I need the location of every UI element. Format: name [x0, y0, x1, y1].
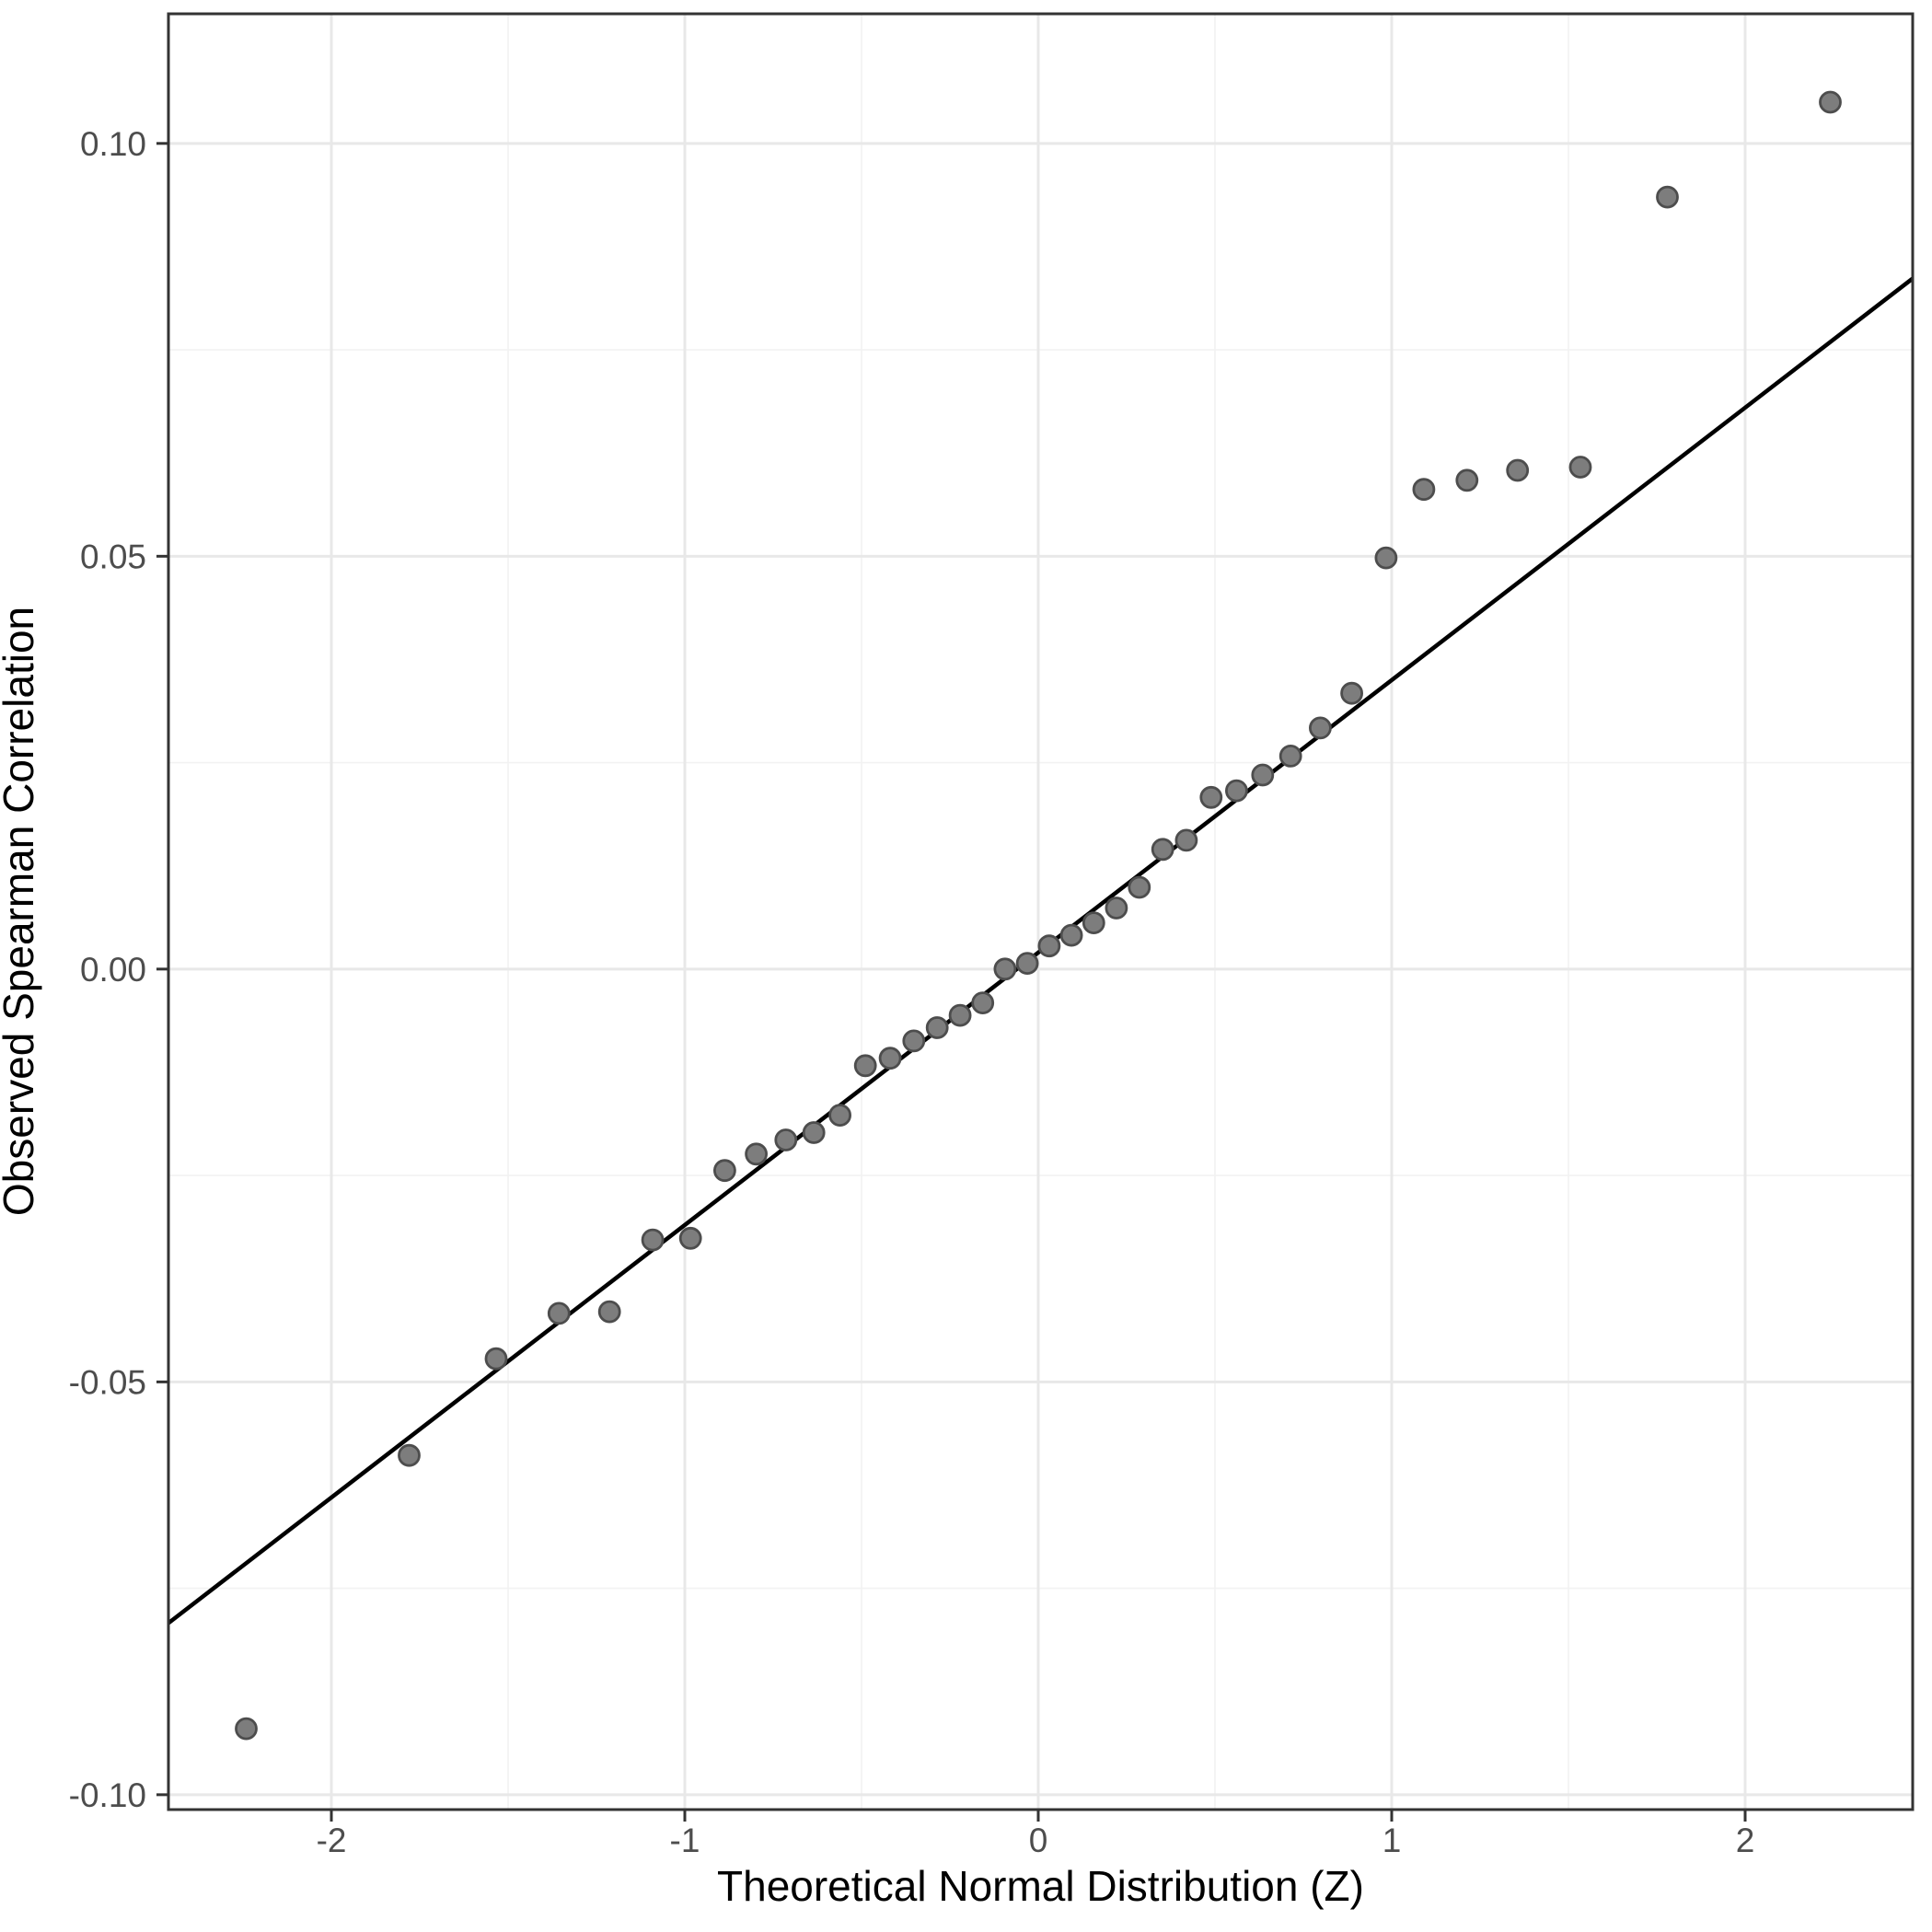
data-point [484, 1347, 508, 1371]
y-tick-label: 0.05 [80, 538, 146, 575]
data-point [1455, 469, 1479, 492]
data-point [678, 1226, 702, 1250]
data-point [971, 991, 995, 1014]
data-point [1506, 458, 1530, 482]
data-point [1199, 785, 1223, 809]
x-tick-label: 0 [1029, 1822, 1048, 1859]
x-tick-label: -1 [670, 1822, 700, 1859]
data-point [1251, 763, 1275, 787]
data-point [1340, 681, 1363, 705]
data-point [1174, 828, 1198, 852]
data-point [828, 1104, 851, 1127]
data-point [713, 1159, 736, 1183]
data-point [641, 1228, 665, 1252]
data-point [235, 1717, 258, 1741]
data-point [398, 1443, 421, 1467]
data-point [1374, 546, 1398, 570]
data-point [1309, 716, 1332, 740]
data-point [547, 1301, 571, 1325]
x-tick-label: -2 [317, 1822, 347, 1859]
data-point [1412, 478, 1436, 502]
data-point [993, 957, 1017, 981]
data-point [745, 1142, 768, 1166]
y-axis-title: Observed Spearman Correlation [0, 606, 42, 1217]
x-tick-label: 1 [1382, 1822, 1402, 1859]
data-point [1059, 923, 1083, 947]
data-point [1225, 779, 1248, 803]
data-point [1151, 838, 1174, 862]
data-point [1015, 952, 1039, 975]
data-point [774, 1128, 798, 1151]
data-point [597, 1300, 621, 1324]
data-point [1278, 745, 1302, 768]
data-point [1105, 897, 1128, 920]
data-point [902, 1029, 926, 1053]
data-point [1128, 875, 1151, 899]
data-point [1037, 934, 1061, 958]
data-point [1656, 185, 1679, 209]
data-point [948, 1003, 972, 1027]
y-tick-label: -0.10 [69, 1776, 146, 1814]
panel-border [167, 12, 1915, 1811]
data-point [1568, 456, 1592, 479]
y-tick-label: -0.05 [69, 1363, 146, 1401]
x-tick-label: 2 [1736, 1822, 1755, 1859]
x-axis-title: Theoretical Normal Distribution (Z) [717, 1862, 1364, 1910]
data-point [1082, 911, 1105, 934]
y-tick-label: 0.00 [80, 951, 146, 989]
data-point [925, 1016, 949, 1039]
panel-background [168, 14, 1913, 1810]
y-tick-label: 0.10 [80, 125, 146, 163]
data-point [878, 1047, 902, 1070]
data-point [802, 1121, 826, 1144]
data-point [1819, 90, 1842, 114]
data-point [853, 1054, 877, 1078]
